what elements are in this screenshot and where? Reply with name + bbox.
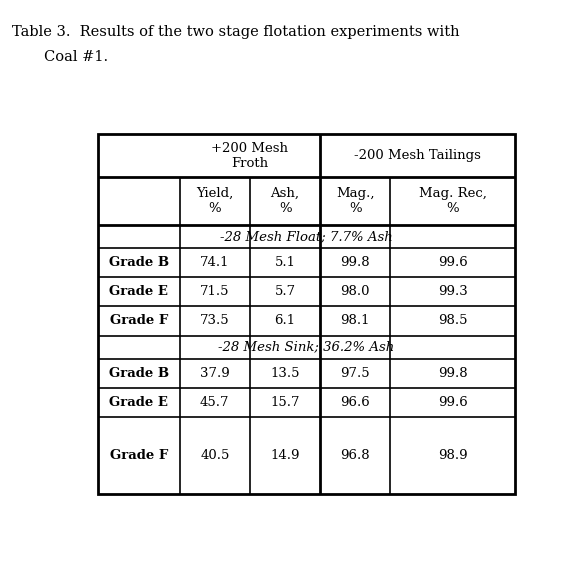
Bar — [98, 134, 515, 494]
Text: 5.7: 5.7 — [274, 285, 295, 298]
Text: 13.5: 13.5 — [270, 367, 300, 380]
Text: 98.5: 98.5 — [438, 315, 467, 327]
Text: 40.5: 40.5 — [200, 449, 229, 462]
Text: 98.0: 98.0 — [340, 285, 370, 298]
Text: -28 Mesh Float; 7.7% Ash: -28 Mesh Float; 7.7% Ash — [220, 230, 393, 243]
Text: 98.1: 98.1 — [340, 315, 370, 327]
Text: 71.5: 71.5 — [200, 285, 229, 298]
Text: 96.8: 96.8 — [340, 449, 370, 462]
Text: Grade E: Grade E — [109, 396, 168, 409]
Text: 96.6: 96.6 — [340, 396, 370, 409]
Text: Ash,
%: Ash, % — [271, 187, 300, 215]
Text: Grade F: Grade F — [110, 315, 168, 327]
Text: Grade B: Grade B — [109, 256, 169, 269]
Text: 99.3: 99.3 — [438, 285, 467, 298]
Text: -200 Mesh Tailings: -200 Mesh Tailings — [355, 149, 481, 162]
Text: 99.6: 99.6 — [438, 256, 467, 269]
Text: Mag. Rec,
%: Mag. Rec, % — [419, 187, 487, 215]
Text: 98.9: 98.9 — [438, 449, 467, 462]
Text: Coal #1.: Coal #1. — [44, 50, 108, 64]
Text: Mag.,
%: Mag., % — [336, 187, 374, 215]
Text: 15.7: 15.7 — [270, 396, 300, 409]
Text: Grade E: Grade E — [109, 285, 168, 298]
Text: 97.5: 97.5 — [340, 367, 370, 380]
Text: 14.9: 14.9 — [270, 449, 300, 462]
Text: 6.1: 6.1 — [274, 315, 295, 327]
Text: +200 Mesh
Froth: +200 Mesh Froth — [211, 142, 288, 170]
Text: Grade F: Grade F — [110, 449, 168, 462]
Text: 37.9: 37.9 — [200, 367, 230, 380]
Text: 45.7: 45.7 — [200, 396, 229, 409]
Text: 5.1: 5.1 — [274, 256, 295, 269]
Text: Grade B: Grade B — [109, 367, 169, 380]
Text: 99.8: 99.8 — [438, 367, 467, 380]
Text: 99.6: 99.6 — [438, 396, 467, 409]
Text: 73.5: 73.5 — [200, 315, 230, 327]
Text: 74.1: 74.1 — [200, 256, 229, 269]
Text: -28 Mesh Sink; 36.2% Ash: -28 Mesh Sink; 36.2% Ash — [218, 341, 395, 354]
Text: Yield,
%: Yield, % — [196, 187, 233, 215]
Text: 99.8: 99.8 — [340, 256, 370, 269]
Text: Table 3.  Results of the two stage flotation experiments with: Table 3. Results of the two stage flotat… — [12, 25, 459, 40]
